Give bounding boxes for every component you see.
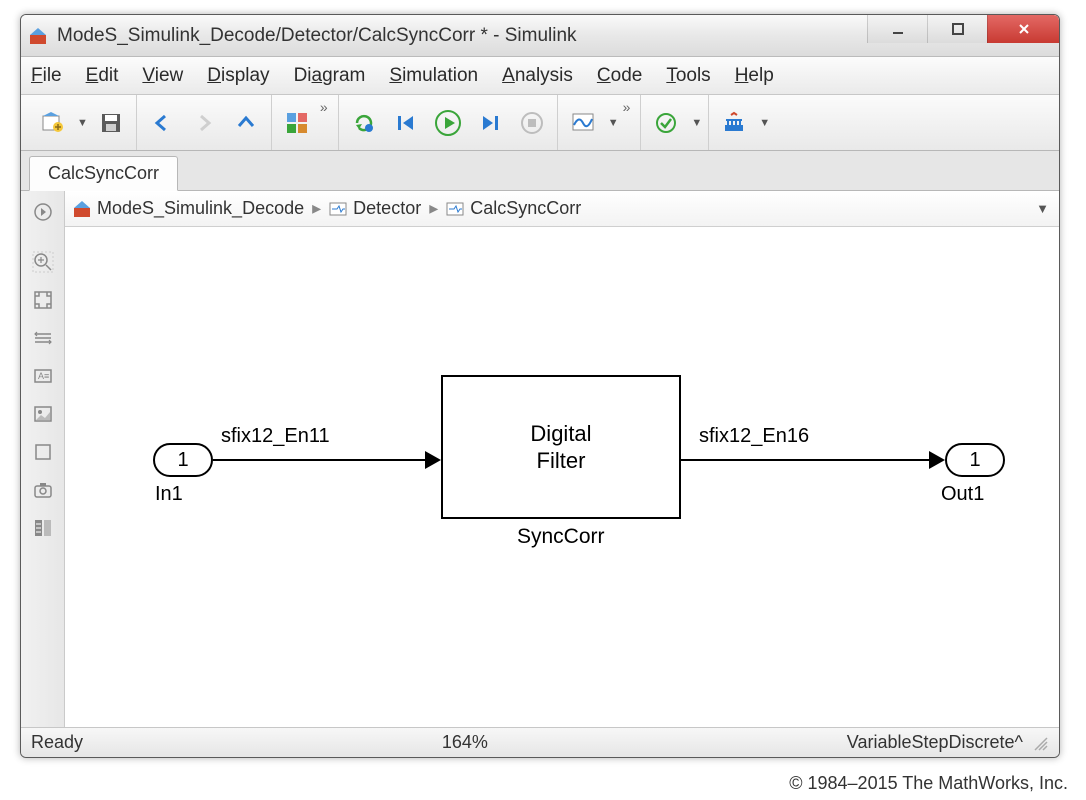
toolbar-group-library: » <box>272 95 339 150</box>
signal-wire <box>213 459 425 461</box>
breadcrumb-dropdown-icon[interactable]: ▼ <box>1036 201 1049 216</box>
auto-arrange-button[interactable] <box>26 321 60 355</box>
minimize-button[interactable] <box>867 15 927 43</box>
back-button[interactable] <box>143 104 181 142</box>
arrowhead-icon <box>929 451 945 469</box>
toolbar-group-model: ▼ <box>27 95 137 150</box>
menu-code[interactable]: Code <box>597 65 642 87</box>
titlebar[interactable]: ModeS_Simulink_Decode/Detector/CalcSyncC… <box>21 15 1059 57</box>
menu-display[interactable]: Display <box>207 65 269 87</box>
close-button[interactable] <box>987 15 1059 43</box>
svg-text:A≡: A≡ <box>38 371 49 381</box>
step-back-button[interactable] <box>387 104 425 142</box>
outport-label: Out1 <box>941 483 984 506</box>
status-left: Ready <box>31 732 83 753</box>
toolbar: ▼ » ▼ » ▼ ▼ <box>21 95 1059 151</box>
build-button[interactable] <box>715 104 753 142</box>
block-text: DigitalFilter <box>530 420 591 475</box>
tab-calcsynccorr[interactable]: CalcSyncCorr <box>29 156 178 191</box>
forward-button[interactable] <box>185 104 223 142</box>
overflow-icon[interactable]: » <box>623 95 635 115</box>
screenshot-button[interactable] <box>26 473 60 507</box>
breadcrumb: ModeS_Simulink_Decode ▸ Detector ▸ CalcS… <box>65 191 1059 227</box>
menu-simulation[interactable]: Simulation <box>389 65 478 87</box>
run-button[interactable] <box>429 104 467 142</box>
simulink-icon <box>29 27 47 45</box>
menu-edit[interactable]: Edit <box>86 65 119 87</box>
properties-button[interactable] <box>26 511 60 545</box>
update-diagram-button[interactable] <box>345 104 383 142</box>
inport-number: 1 <box>177 449 188 472</box>
block-synccorr[interactable]: DigitalFilter <box>441 375 681 519</box>
copyright-text: © 1984–2015 The MathWorks, Inc. <box>789 773 1068 794</box>
menu-analysis[interactable]: Analysis <box>502 65 573 87</box>
sim-data-inspector-button[interactable] <box>564 104 602 142</box>
annotation-button[interactable]: A≡ <box>26 359 60 393</box>
menu-tools[interactable]: Tools <box>666 65 710 87</box>
advisor-dropdown-icon[interactable]: ▼ <box>691 117 702 129</box>
statusbar: Ready 164% VariableStepDiscrete^ <box>21 727 1059 757</box>
menu-file[interactable]: File <box>31 65 62 87</box>
window-title: ModeS_Simulink_Decode/Detector/CalcSyncC… <box>57 25 867 47</box>
outport-out1[interactable]: 1 <box>945 443 1005 477</box>
resize-grip-icon[interactable] <box>1031 734 1049 752</box>
menu-diagram[interactable]: Diagram <box>294 65 366 87</box>
arrowhead-icon <box>425 451 441 469</box>
palette-strip: A≡ <box>21 191 65 727</box>
chevron-right-icon: ▸ <box>429 198 438 219</box>
model-advisor-button[interactable] <box>647 104 685 142</box>
toolbar-group-nav <box>137 95 272 150</box>
outport-number: 1 <box>969 449 980 472</box>
status-zoom[interactable]: 164% <box>442 732 488 753</box>
inport-in1[interactable]: 1 <box>153 443 213 477</box>
model-icon <box>73 200 91 218</box>
simulink-window: ModeS_Simulink_Decode/Detector/CalcSyncC… <box>20 14 1060 758</box>
toolbar-group-check: ▼ <box>641 95 709 150</box>
subsystem-icon <box>446 200 464 218</box>
zoom-button[interactable] <box>26 245 60 279</box>
breadcrumb-detector[interactable]: Detector <box>353 198 421 219</box>
subsystem-icon <box>329 200 347 218</box>
status-solver[interactable]: VariableStepDiscrete^ <box>847 732 1023 753</box>
breadcrumb-root[interactable]: ModeS_Simulink_Decode <box>97 198 304 219</box>
breadcrumb-current[interactable]: CalcSyncCorr <box>470 198 581 219</box>
menubar: File Edit View Display Diagram Simulatio… <box>21 57 1059 95</box>
menu-view[interactable]: View <box>142 65 183 87</box>
workarea: A≡ ModeS_Simulink_Decode ▸ Detector ▸ Ca… <box>21 191 1059 727</box>
canvas[interactable]: 1 In1 sfix12_En11 DigitalFilter SyncCorr… <box>65 227 1059 727</box>
new-model-button[interactable] <box>33 104 71 142</box>
build-dropdown-icon[interactable]: ▼ <box>759 117 770 129</box>
hide-browser-button[interactable] <box>26 195 60 229</box>
stop-button[interactable] <box>513 104 551 142</box>
toolbar-group-sim <box>339 95 558 150</box>
window-buttons <box>867 15 1059 56</box>
fit-to-view-button[interactable] <box>26 283 60 317</box>
signal-label: sfix12_En11 <box>221 425 330 448</box>
up-button[interactable] <box>227 104 265 142</box>
signal-wire <box>681 459 929 461</box>
inport-label: In1 <box>155 483 183 506</box>
step-forward-button[interactable] <box>471 104 509 142</box>
new-model-dropdown-icon[interactable]: ▼ <box>77 117 88 129</box>
save-button[interactable] <box>92 104 130 142</box>
main-column: ModeS_Simulink_Decode ▸ Detector ▸ CalcS… <box>65 191 1059 727</box>
area-button[interactable] <box>26 435 60 469</box>
toolbar-group-build: ▼ <box>709 95 776 150</box>
overflow-icon[interactable]: » <box>320 95 332 115</box>
maximize-button[interactable] <box>927 15 987 43</box>
toolbar-group-scope: ▼ » <box>558 95 642 150</box>
menu-help[interactable]: Help <box>735 65 774 87</box>
scope-dropdown-icon[interactable]: ▼ <box>608 117 619 129</box>
tabbar: CalcSyncCorr <box>21 151 1059 191</box>
block-label: SyncCorr <box>517 525 605 549</box>
signal-label: sfix12_En16 <box>699 425 809 448</box>
library-browser-button[interactable] <box>278 104 316 142</box>
chevron-right-icon: ▸ <box>312 198 321 219</box>
image-button[interactable] <box>26 397 60 431</box>
